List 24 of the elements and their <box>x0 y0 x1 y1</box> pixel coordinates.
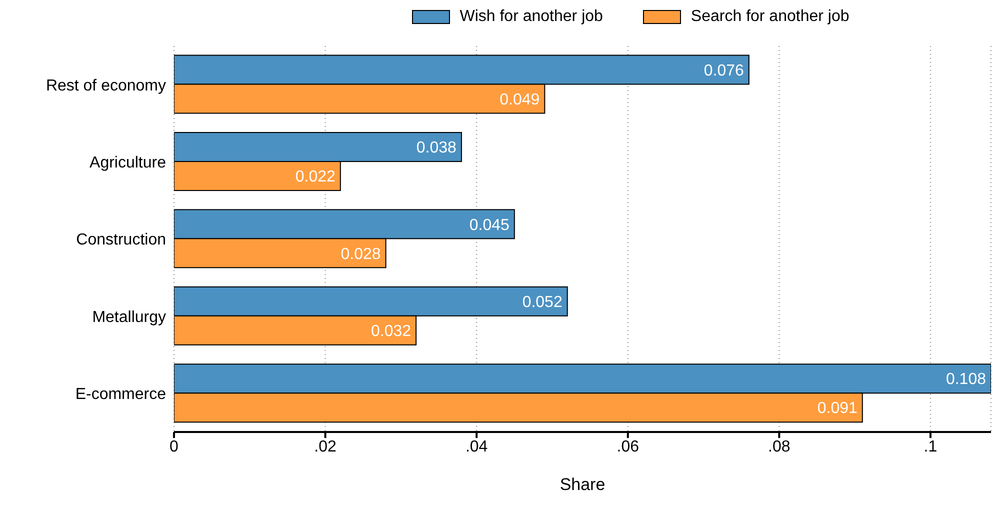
data-label: 0.032 <box>371 323 412 340</box>
y-tick-label: Rest of economy <box>46 77 166 94</box>
data-label: 0.028 <box>340 246 381 263</box>
data-label: 0.049 <box>500 91 540 108</box>
data-label: 0.076 <box>704 62 744 80</box>
y-tick-label: Metallurgy <box>92 308 166 326</box>
data-label: 0.038 <box>416 140 457 157</box>
data-label: 0.091 <box>817 400 858 418</box>
y-tick-label: E-commerce <box>75 386 166 404</box>
x-tick-label: .04 <box>465 438 488 456</box>
data-label: 0.052 <box>522 294 562 312</box>
legend-label: Search for another job <box>690 8 850 26</box>
x-tick-label: .1 <box>924 438 938 456</box>
data-label: 0.108 <box>946 371 986 388</box>
x-tick-label: 0 <box>170 438 179 456</box>
data-label: 0.045 <box>469 216 510 234</box>
legend-label: Wish for another job <box>460 8 603 26</box>
x-tick-label: .06 <box>616 438 640 456</box>
x-tick-label: .02 <box>314 438 337 456</box>
y-tick-label: Agriculture <box>90 154 166 172</box>
data-label: 0.022 <box>295 168 336 186</box>
x-axis-title: Share <box>560 475 606 494</box>
x-tick-label: .08 <box>768 438 790 456</box>
y-tick-label: Construction <box>76 232 166 249</box>
